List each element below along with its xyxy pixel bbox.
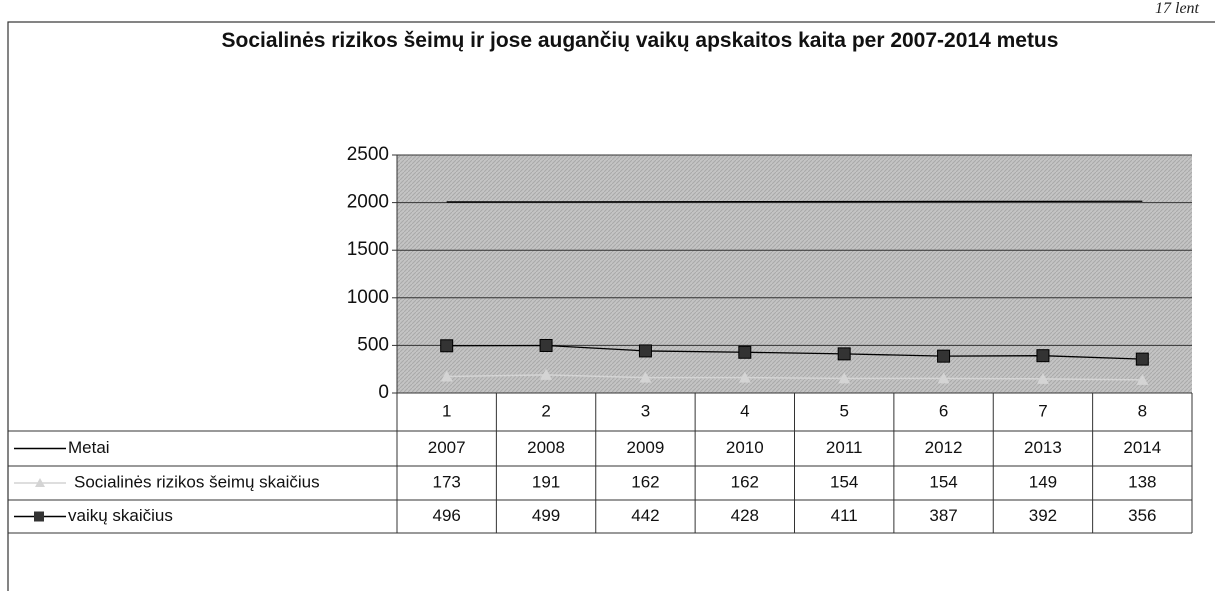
- marker-triangle: [1036, 372, 1049, 384]
- legend-key-marker: [34, 511, 44, 522]
- table-cell: 496: [433, 506, 461, 525]
- x-tick-label: 7: [1038, 401, 1047, 420]
- y-tick-label: 500: [357, 334, 389, 355]
- table-cell: 191: [532, 472, 560, 491]
- table-cell: 2012: [925, 438, 963, 457]
- table-cell: 428: [731, 506, 759, 525]
- y-tick-label: 2000: [347, 192, 389, 213]
- chart-border: [7, 21, 1215, 591]
- x-tick-label: 4: [740, 401, 749, 420]
- table-cell: 442: [631, 506, 659, 525]
- legend-label: vaikų skaičius: [68, 506, 173, 525]
- marker-square: [539, 338, 553, 352]
- table-cell: 2013: [1024, 438, 1062, 457]
- table-cell: 411: [831, 506, 858, 525]
- table-cell: 2007: [428, 438, 466, 457]
- marker-triangle: [540, 368, 553, 380]
- y-tick-label: 2500: [347, 144, 389, 165]
- table-cell: 387: [929, 506, 957, 525]
- marker-square: [738, 345, 752, 359]
- marker-square: [638, 344, 652, 358]
- table-cell: 154: [929, 472, 957, 491]
- table-cell: 2011: [826, 438, 863, 457]
- x-tick-label: 3: [641, 401, 650, 420]
- table-cell: 162: [731, 472, 759, 491]
- series-line: [446, 200, 1143, 203]
- marker-square: [1036, 349, 1050, 363]
- series-line: [446, 374, 1143, 381]
- marker-triangle: [937, 372, 950, 384]
- table-cell: 392: [1029, 506, 1057, 525]
- marker-square: [1135, 352, 1149, 366]
- table-cell: 162: [631, 472, 659, 491]
- table-cell: 2008: [527, 438, 565, 457]
- table-cell: 2010: [726, 438, 764, 457]
- x-tick-label: 5: [839, 401, 848, 420]
- table-cell: 356: [1128, 506, 1156, 525]
- marker-triangle: [738, 371, 751, 383]
- legend-label: Metai: [68, 438, 110, 457]
- marker-square: [837, 347, 851, 361]
- table-cell: 154: [830, 472, 858, 491]
- legend-key-marker: [35, 478, 45, 487]
- x-tick-label: 6: [939, 401, 948, 420]
- y-tick-label: 0: [378, 382, 389, 403]
- marker-triangle: [639, 371, 652, 383]
- table-cell: 138: [1128, 472, 1156, 491]
- y-tick-label: 1000: [347, 287, 389, 308]
- table-cell: 2009: [627, 438, 665, 457]
- table-cell: 173: [433, 472, 461, 491]
- marker-square: [440, 339, 454, 353]
- table-cell: 149: [1029, 472, 1057, 491]
- x-tick-label: 8: [1138, 401, 1147, 420]
- chart-title: Socialinės rizikos šeimų ir jose auganči…: [221, 29, 1059, 52]
- x-tick-label: 2: [541, 401, 550, 420]
- corner-note: 17 lent: [1155, 0, 1199, 17]
- marker-square: [937, 349, 951, 363]
- marker-triangle: [838, 372, 851, 384]
- marker-triangle: [440, 370, 453, 382]
- legend-label: Socialinės rizikos šeimų skaičius: [74, 472, 320, 491]
- marker-triangle: [1136, 373, 1149, 385]
- table-cell: 499: [532, 506, 560, 525]
- table-cell: 2014: [1123, 438, 1161, 457]
- series-line: [446, 344, 1143, 360]
- x-tick-label: 1: [442, 401, 451, 420]
- y-tick-label: 1500: [347, 239, 389, 260]
